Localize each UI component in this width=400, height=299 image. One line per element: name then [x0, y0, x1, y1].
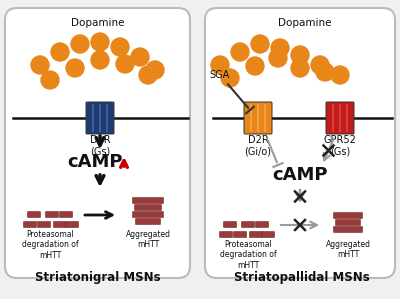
Text: cAMP: cAMP	[272, 166, 328, 184]
Text: GPR52
(Gs): GPR52 (Gs)	[324, 135, 356, 157]
FancyBboxPatch shape	[134, 205, 162, 210]
FancyBboxPatch shape	[242, 222, 254, 228]
Text: Dopamine: Dopamine	[71, 18, 125, 28]
Text: Dopamine: Dopamine	[278, 18, 332, 28]
Circle shape	[116, 55, 134, 73]
Circle shape	[271, 39, 289, 57]
Text: SGA: SGA	[210, 70, 230, 80]
Circle shape	[131, 48, 149, 66]
Circle shape	[246, 57, 264, 75]
Circle shape	[316, 63, 334, 81]
Circle shape	[269, 49, 287, 67]
Circle shape	[31, 56, 49, 74]
Circle shape	[331, 66, 349, 84]
FancyBboxPatch shape	[54, 222, 66, 228]
FancyBboxPatch shape	[334, 213, 362, 219]
FancyBboxPatch shape	[220, 231, 232, 237]
FancyBboxPatch shape	[336, 219, 360, 225]
FancyBboxPatch shape	[326, 102, 354, 134]
Circle shape	[41, 71, 59, 89]
Text: D2R
(Gi/o): D2R (Gi/o)	[244, 135, 272, 157]
Text: Aggregated
mHTT: Aggregated mHTT	[326, 240, 370, 260]
FancyBboxPatch shape	[256, 222, 268, 228]
Text: Striatonigral MSNs: Striatonigral MSNs	[35, 271, 161, 284]
Circle shape	[221, 69, 239, 87]
FancyBboxPatch shape	[28, 211, 40, 217]
Circle shape	[66, 59, 84, 77]
Circle shape	[91, 33, 109, 51]
FancyBboxPatch shape	[334, 227, 362, 233]
FancyBboxPatch shape	[234, 231, 246, 237]
Circle shape	[291, 59, 309, 77]
Circle shape	[251, 35, 269, 53]
FancyBboxPatch shape	[132, 198, 164, 204]
FancyBboxPatch shape	[136, 219, 160, 225]
Text: Proteasomal
degradation of
mHTT: Proteasomal degradation of mHTT	[22, 230, 78, 260]
FancyBboxPatch shape	[24, 222, 36, 228]
FancyBboxPatch shape	[38, 222, 50, 228]
Circle shape	[146, 61, 164, 79]
Circle shape	[231, 43, 249, 61]
FancyBboxPatch shape	[60, 211, 72, 217]
FancyBboxPatch shape	[5, 8, 190, 278]
Text: D1R
(Gs): D1R (Gs)	[90, 135, 110, 157]
Text: Proteasomal
degradation of
mHTT: Proteasomal degradation of mHTT	[220, 240, 276, 270]
Circle shape	[311, 56, 329, 74]
FancyBboxPatch shape	[66, 222, 78, 228]
Circle shape	[51, 43, 69, 61]
FancyBboxPatch shape	[46, 211, 58, 217]
Circle shape	[91, 51, 109, 69]
Circle shape	[291, 46, 309, 64]
FancyBboxPatch shape	[205, 8, 395, 278]
Circle shape	[71, 35, 89, 53]
Text: Striatopallidal MSNs: Striatopallidal MSNs	[234, 271, 370, 284]
Text: cAMP: cAMP	[67, 153, 123, 171]
FancyBboxPatch shape	[244, 102, 272, 134]
Circle shape	[139, 66, 157, 84]
FancyBboxPatch shape	[86, 102, 114, 134]
FancyBboxPatch shape	[224, 222, 236, 228]
Circle shape	[211, 56, 229, 74]
FancyBboxPatch shape	[250, 231, 262, 237]
FancyBboxPatch shape	[262, 231, 274, 237]
FancyBboxPatch shape	[132, 211, 164, 217]
Circle shape	[111, 38, 129, 56]
Text: Aggregated
mHTT: Aggregated mHTT	[126, 230, 170, 249]
